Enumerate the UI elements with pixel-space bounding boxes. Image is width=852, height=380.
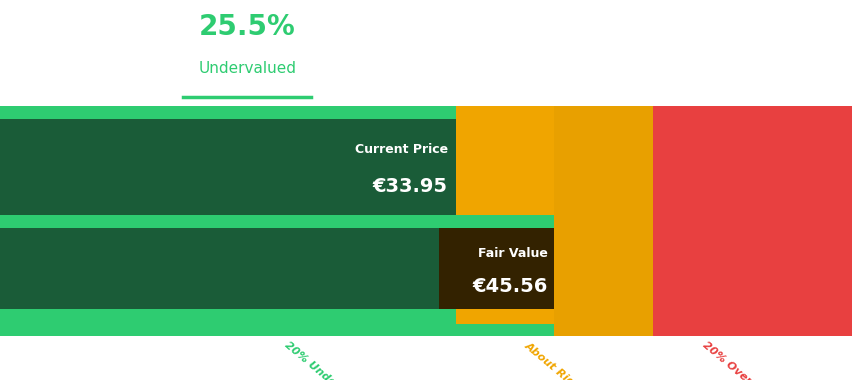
Bar (0, 106, 456, 119)
Bar (652, 106, 852, 336)
Bar (0, 106, 456, 336)
Text: 20% Overvalued: 20% Overvalued (699, 340, 784, 380)
Bar (0, 228, 554, 309)
Bar (0, 119, 456, 215)
Text: €45.56: €45.56 (472, 277, 547, 296)
Bar (554, 106, 652, 336)
Text: Fair Value: Fair Value (477, 247, 547, 260)
Bar (456, 106, 554, 336)
Bar (0, 324, 554, 336)
Bar (0, 215, 554, 228)
Text: Undervalued: Undervalued (199, 61, 296, 76)
Text: Current Price: Current Price (354, 143, 447, 156)
Bar (439, 228, 554, 309)
Text: 25.5%: 25.5% (199, 13, 296, 41)
Text: 20% Undervalued: 20% Undervalued (283, 340, 374, 380)
Text: About Right: About Right (521, 340, 586, 380)
Text: €33.95: €33.95 (372, 177, 447, 196)
